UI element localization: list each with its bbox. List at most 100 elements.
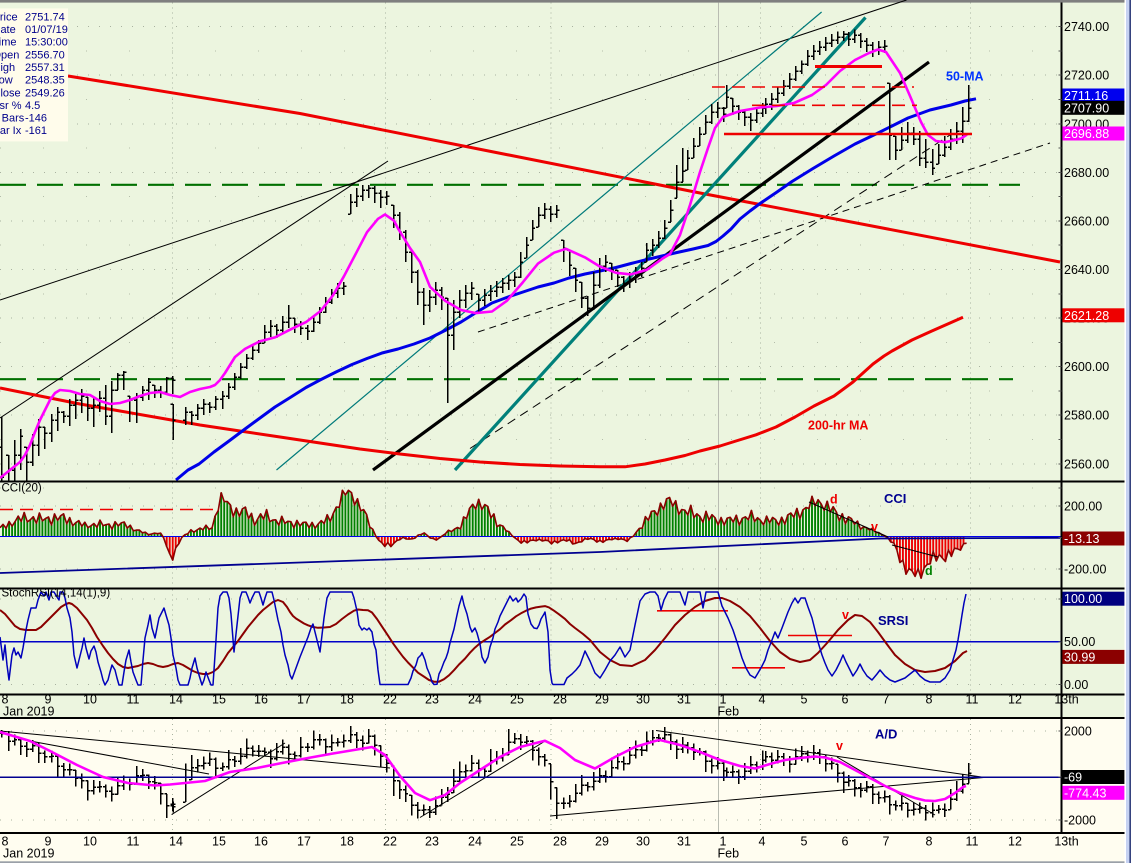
svg-text:v: v <box>842 608 849 622</box>
svg-text:12: 12 <box>1008 693 1022 707</box>
svg-text:01/07/19: 01/07/19 <box>25 24 68 36</box>
svg-text:14: 14 <box>169 693 183 707</box>
svg-text:2548.35: 2548.35 <box>25 75 65 87</box>
svg-text:2740.00: 2740.00 <box>1064 20 1109 34</box>
svg-text:8: 8 <box>926 835 933 849</box>
svg-text:30: 30 <box>636 835 650 849</box>
svg-text:8: 8 <box>2 693 9 707</box>
svg-text:25: 25 <box>510 835 524 849</box>
svg-text:15: 15 <box>212 835 226 849</box>
svg-text:9: 9 <box>45 835 52 849</box>
svg-text:5: 5 <box>801 693 808 707</box>
svg-text:2660.00: 2660.00 <box>1064 214 1109 228</box>
svg-text:2680.00: 2680.00 <box>1064 166 1109 180</box>
svg-text:13th: 13th <box>1054 693 1078 707</box>
svg-text:CCI(20): CCI(20) <box>2 483 42 495</box>
svg-text:11: 11 <box>966 693 979 707</box>
svg-text:15:30:00: 15:30:00 <box>25 37 68 49</box>
svg-text:200-hr MA: 200-hr MA <box>808 419 868 433</box>
svg-text:24: 24 <box>468 693 482 707</box>
svg-text:2696.88: 2696.88 <box>1064 127 1109 141</box>
svg-text:14: 14 <box>169 835 183 849</box>
svg-text:10: 10 <box>83 835 97 849</box>
svg-text:2751.74: 2751.74 <box>25 11 65 23</box>
svg-text:High: High <box>0 62 15 74</box>
svg-text:2600.00: 2600.00 <box>1064 360 1109 374</box>
svg-text:v: v <box>871 520 878 534</box>
svg-text:28: 28 <box>553 693 567 707</box>
svg-text:4: 4 <box>759 835 766 849</box>
svg-text:-69: -69 <box>1064 771 1082 785</box>
svg-text:Price: Price <box>0 11 18 23</box>
svg-text:5: 5 <box>801 835 808 849</box>
svg-text:# Bars: # Bars <box>0 113 25 125</box>
svg-text:2580.00: 2580.00 <box>1064 409 1109 423</box>
svg-text:31: 31 <box>677 835 691 849</box>
svg-text:2560.00: 2560.00 <box>1064 457 1109 471</box>
svg-text:-2000: -2000 <box>1064 814 1096 828</box>
svg-text:18: 18 <box>340 693 354 707</box>
svg-text:6: 6 <box>842 693 849 707</box>
svg-text:22: 22 <box>383 693 397 707</box>
svg-text:d: d <box>830 493 838 507</box>
svg-text:6: 6 <box>842 835 849 849</box>
svg-text:Jan 2019: Jan 2019 <box>3 705 54 719</box>
svg-text:Feb: Feb <box>718 705 740 719</box>
svg-text:100.00: 100.00 <box>1064 592 1102 606</box>
svg-text:2549.26: 2549.26 <box>25 87 65 99</box>
svg-text:SRSI: SRSI <box>878 613 908 628</box>
svg-text:16: 16 <box>254 693 268 707</box>
svg-text:28: 28 <box>553 835 567 849</box>
svg-text:CCI: CCI <box>884 491 906 506</box>
svg-text:25: 25 <box>510 693 524 707</box>
svg-text:-161: -161 <box>25 125 47 137</box>
svg-text:30.99: 30.99 <box>1064 650 1095 664</box>
svg-text:8: 8 <box>926 693 933 707</box>
svg-text:d: d <box>925 564 933 578</box>
svg-text:Time: Time <box>0 37 17 49</box>
svg-text:v: v <box>836 739 843 753</box>
svg-text:15: 15 <box>212 693 226 707</box>
svg-text:200.00: 200.00 <box>1064 500 1102 514</box>
svg-text:50-MA: 50-MA <box>946 70 984 84</box>
svg-text:-774.43: -774.43 <box>1064 786 1106 800</box>
svg-text:2707.90: 2707.90 <box>1064 101 1109 115</box>
svg-text:1: 1 <box>720 693 727 707</box>
svg-text:10: 10 <box>83 693 97 707</box>
svg-text:24: 24 <box>468 835 482 849</box>
svg-text:2621.28: 2621.28 <box>1064 309 1109 323</box>
svg-text:7: 7 <box>883 693 890 707</box>
svg-text:11: 11 <box>966 835 979 849</box>
svg-text:2640.00: 2640.00 <box>1064 263 1109 277</box>
svg-text:Osr %: Osr % <box>0 100 22 112</box>
svg-text:2720.00: 2720.00 <box>1064 69 1109 83</box>
svg-text:2711.16: 2711.16 <box>1064 89 1108 103</box>
svg-text:8: 8 <box>2 835 9 849</box>
svg-text:Open: Open <box>0 49 19 61</box>
svg-text:12: 12 <box>1008 835 1022 849</box>
svg-text:22: 22 <box>383 835 397 849</box>
svg-text:A/D: A/D <box>875 727 897 742</box>
svg-text:2556.70: 2556.70 <box>25 49 65 61</box>
svg-text:2000: 2000 <box>1064 724 1092 738</box>
svg-text:-13.13: -13.13 <box>1064 532 1099 546</box>
svg-text:29: 29 <box>595 835 609 849</box>
svg-text:Close: Close <box>0 87 21 99</box>
svg-text:50.00: 50.00 <box>1064 635 1095 649</box>
svg-text:4.5: 4.5 <box>25 100 40 112</box>
svg-text:Date: Date <box>0 24 16 36</box>
svg-text:4: 4 <box>759 693 766 707</box>
svg-text:23: 23 <box>425 693 439 707</box>
svg-text:Low: Low <box>0 75 13 87</box>
svg-text:2557.31: 2557.31 <box>25 62 65 74</box>
svg-text:23: 23 <box>425 835 439 849</box>
svg-text:18: 18 <box>340 835 354 849</box>
svg-text:17: 17 <box>297 693 311 707</box>
svg-text:17: 17 <box>297 835 311 849</box>
svg-text:29: 29 <box>595 693 609 707</box>
svg-text:0.00: 0.00 <box>1064 678 1088 692</box>
svg-text:-146: -146 <box>25 113 47 125</box>
svg-text:11: 11 <box>127 693 140 707</box>
svg-text:StochRSI(14,14(1),9): StochRSI(14,14(1),9) <box>2 588 111 600</box>
svg-text:Jan 2019: Jan 2019 <box>3 847 54 861</box>
